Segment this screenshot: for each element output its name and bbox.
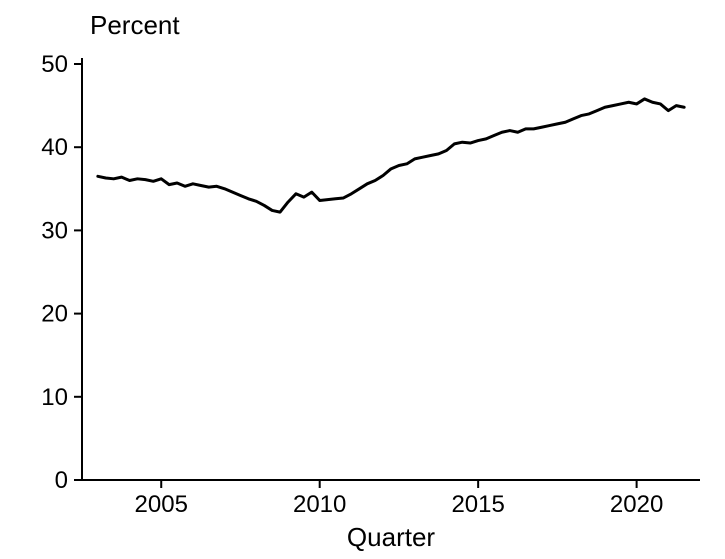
x-tick-label: 2010: [293, 491, 346, 518]
y-tick-label: 40: [41, 134, 68, 161]
y-tick-label: 20: [41, 301, 68, 328]
x-tick-label: 2015: [451, 491, 504, 518]
y-tick-label: 0: [55, 467, 68, 494]
y-axis-title: Percent: [90, 10, 180, 40]
series-line-main: [98, 99, 684, 212]
y-tick-label: 10: [41, 384, 68, 411]
x-axis-title: Quarter: [347, 522, 435, 552]
x-tick-label: 2005: [135, 491, 188, 518]
x-tick-label: 2020: [610, 491, 663, 518]
line-chart: 0 10 20 30 40 50 2005 2010 2015 2020 Percent Quarte…: [0, 0, 725, 559]
y-tick-label: 50: [41, 51, 68, 78]
chart-svg: 0 10 20 30 40 50 2005 2010 2015 2020 Percent Quarte…: [0, 0, 725, 559]
y-tick-label: 30: [41, 217, 68, 244]
